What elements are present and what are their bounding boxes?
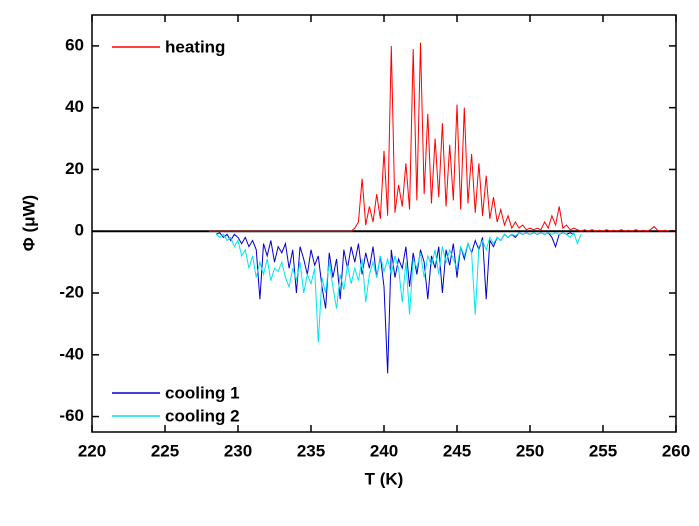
x-tick-label: 260: [662, 441, 690, 460]
x-tick-label: 235: [297, 441, 325, 460]
legend-label: cooling 2: [165, 406, 240, 425]
y-tick-label: 60: [65, 35, 84, 54]
x-tick-label: 225: [151, 441, 179, 460]
y-tick-label: -60: [59, 406, 84, 425]
y-axis-label: Φ (μW): [19, 195, 38, 251]
y-tick-label: -40: [59, 344, 84, 363]
x-tick-label: 220: [78, 441, 106, 460]
y-tick-label: 20: [65, 159, 84, 178]
series-line: [208, 42, 677, 232]
plot-frame: [91, 14, 677, 433]
x-tick-label: 230: [224, 441, 252, 460]
x-tick-label: 250: [516, 441, 544, 460]
y-tick-label: 0: [75, 221, 84, 240]
legend-label: cooling 1: [165, 383, 240, 402]
y-tick-label: -20: [59, 282, 84, 301]
x-tick-label: 240: [370, 441, 398, 460]
series-line: [215, 232, 574, 374]
x-axis-label: T (K): [365, 469, 404, 488]
series-line: [215, 231, 582, 343]
legend-label: heating: [165, 37, 225, 56]
x-tick-label: 255: [589, 441, 617, 460]
x-tick-label: 245: [443, 441, 471, 460]
y-tick-label: 40: [65, 97, 84, 116]
